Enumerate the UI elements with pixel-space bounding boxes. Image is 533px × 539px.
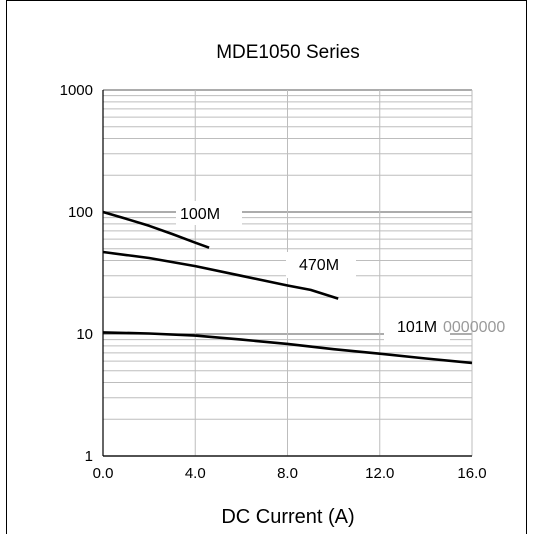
x-tick-label: 12.0 xyxy=(365,465,394,482)
chart-title: MDE1050 Series xyxy=(216,42,360,63)
axes xyxy=(102,90,472,457)
series-line-100m xyxy=(102,210,210,249)
y-tick-label: 1 xyxy=(85,448,93,465)
x-tick-label: 8.0 xyxy=(277,465,298,482)
series-lines xyxy=(102,210,473,365)
x-tick-label: 16.0 xyxy=(457,465,486,482)
x-tick-label: 0.0 xyxy=(93,465,114,482)
label-101m: 101M 0000000 xyxy=(384,317,505,341)
label-101m-text: 101M xyxy=(397,319,437,336)
series-line-101m xyxy=(102,331,473,365)
label-100m: 100M xyxy=(176,201,242,225)
x-tick-label: 4.0 xyxy=(185,465,206,482)
y-tick-label: 100 xyxy=(68,204,93,221)
label-470m: 470M xyxy=(286,252,356,278)
label-101m-suffix: 0000000 xyxy=(443,319,505,336)
tick-labels: 1 10 100 1000 0.0 4.0 8.0 12.0 16.0 xyxy=(60,82,487,482)
y-tick-label: 10 xyxy=(76,326,93,343)
x-axis-label: DC Current (A) xyxy=(221,506,354,528)
series-line-470m xyxy=(102,250,339,300)
label-470m-text: 470M xyxy=(299,257,339,274)
y-tick-label: 1000 xyxy=(60,82,93,99)
label-100m-text: 100M xyxy=(180,206,220,223)
